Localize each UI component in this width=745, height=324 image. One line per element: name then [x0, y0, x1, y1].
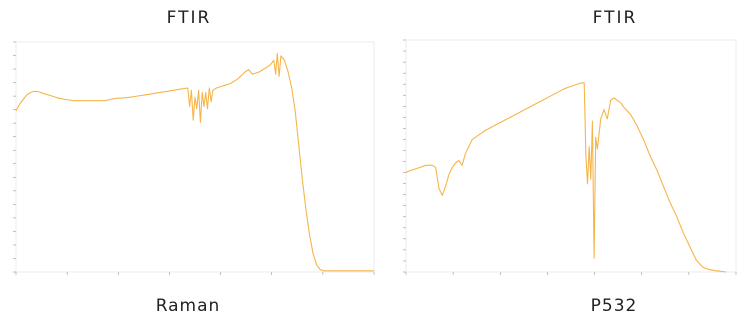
chart-caption-left: Raman [155, 296, 221, 316]
plot-area [15, 41, 375, 273]
chart-left [13, 41, 375, 275]
series-line-0 [15, 52, 374, 272]
plot-area [405, 39, 737, 273]
chart-caption-right: P532 [590, 296, 638, 316]
chart-title-right: FTIR [592, 8, 638, 28]
chart-title-left: FTIR [166, 8, 212, 28]
chart-right [403, 39, 737, 275]
series-line-0 [405, 82, 727, 273]
